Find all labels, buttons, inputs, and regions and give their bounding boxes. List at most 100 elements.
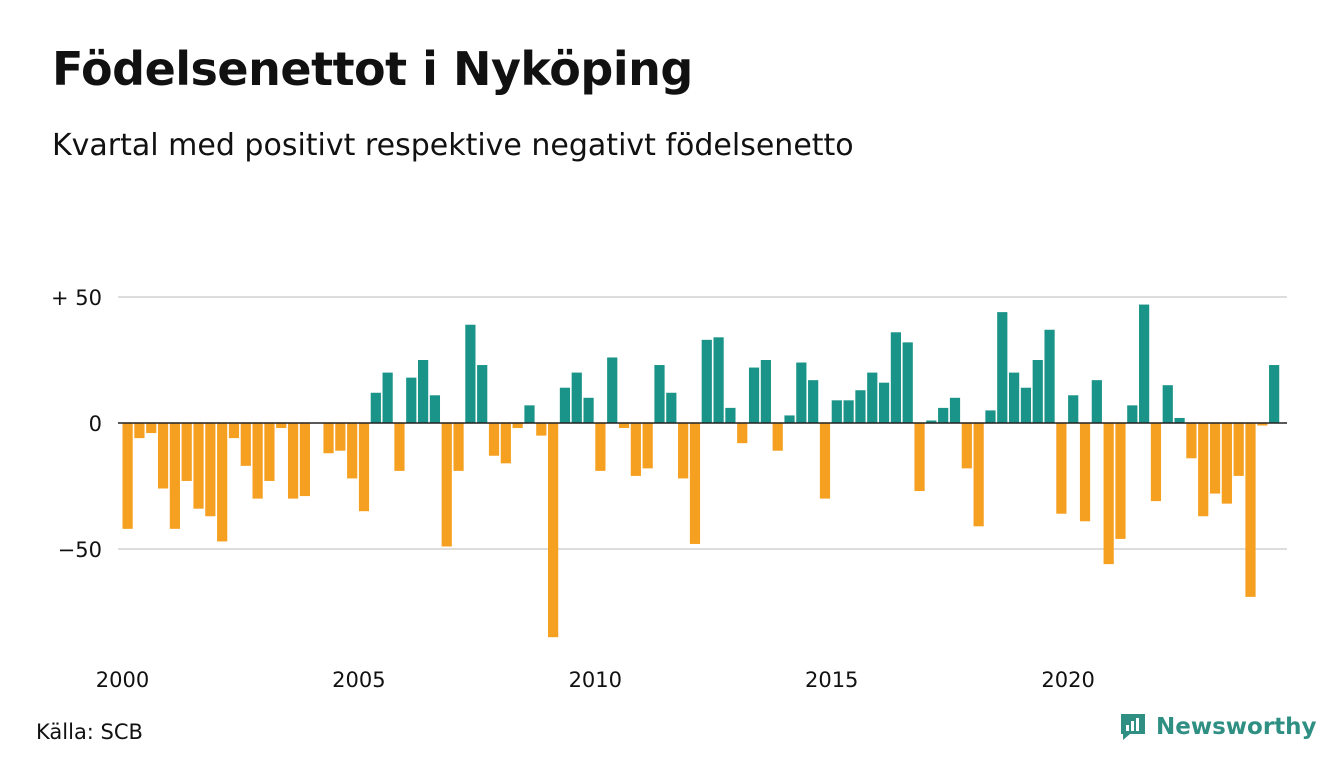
bar (607, 357, 618, 423)
bar (748, 367, 760, 423)
bar (666, 392, 677, 423)
bar (240, 423, 251, 466)
bar (1186, 423, 1197, 459)
bar (831, 400, 842, 423)
bar (973, 423, 984, 527)
bar (1079, 423, 1091, 522)
x-tick-label: 2015 (805, 668, 858, 692)
bar (1198, 423, 1209, 517)
bar-chart: + 50 0 −50 2000 2005 2010 2015 2020 (51, 286, 1287, 692)
bar (335, 423, 346, 451)
bar (536, 423, 547, 436)
bar (1020, 387, 1032, 423)
bar (689, 423, 701, 544)
bar (524, 405, 535, 423)
bar (808, 380, 819, 423)
bar (890, 332, 901, 423)
bar (370, 392, 381, 423)
bar (299, 423, 310, 497)
bar (760, 360, 771, 423)
bar (1257, 423, 1268, 426)
bar (453, 423, 464, 471)
bar (855, 390, 866, 423)
bar (122, 423, 133, 529)
bar (157, 423, 169, 489)
bar (347, 423, 358, 479)
bar (181, 423, 192, 481)
bar (1068, 395, 1079, 423)
bar (169, 423, 180, 529)
x-tick-label: 2000 (96, 668, 149, 692)
bar (701, 339, 712, 423)
bar (642, 423, 653, 469)
bar (441, 423, 452, 547)
y-tick-label: 0 (89, 412, 102, 436)
x-tick-label: 2010 (569, 668, 622, 692)
bar (1103, 423, 1114, 565)
x-tick-label: 2005 (332, 668, 385, 692)
bar (323, 423, 334, 454)
bar (618, 423, 630, 429)
bar (264, 423, 275, 481)
bar (961, 423, 972, 469)
bar (796, 362, 807, 423)
bar (1091, 380, 1102, 423)
bar (1150, 423, 1162, 502)
bar (358, 423, 370, 512)
bar (1245, 423, 1256, 597)
bar (1044, 329, 1055, 423)
brand-name: Newsworthy (1156, 714, 1317, 740)
bar (843, 400, 854, 423)
chart-title: Födelsenettot i Nyköping (52, 42, 693, 96)
y-tick-label: −50 (58, 538, 102, 562)
bar (902, 342, 913, 423)
bar (488, 423, 500, 456)
x-tick-label: 2020 (1041, 668, 1094, 692)
bar (1032, 360, 1043, 423)
bar (595, 423, 606, 471)
bar (949, 397, 961, 423)
bar (914, 423, 925, 492)
bar (512, 423, 523, 429)
bar (394, 423, 405, 471)
bar (193, 423, 204, 509)
brand-logo: Newsworthy (1118, 712, 1317, 742)
bar (1127, 405, 1138, 423)
bar (418, 360, 429, 423)
y-tick-label: + 50 (51, 286, 102, 310)
bar (548, 423, 559, 638)
bar (287, 423, 299, 499)
bar (1056, 423, 1067, 514)
bar (772, 423, 783, 451)
bar (1174, 417, 1185, 423)
bar (1115, 423, 1126, 539)
bar (500, 423, 511, 464)
bar (867, 372, 878, 423)
bar (678, 423, 689, 479)
bar (1269, 365, 1280, 423)
bar (1221, 423, 1232, 504)
bar (713, 337, 724, 423)
bar (926, 420, 937, 423)
bar (1162, 385, 1173, 423)
bar (1139, 304, 1150, 423)
bar (784, 415, 795, 423)
bar (252, 423, 263, 499)
bar (146, 423, 157, 434)
bar (1233, 423, 1244, 476)
bar (583, 397, 594, 423)
bar (571, 372, 582, 423)
bar (228, 423, 240, 439)
bar (465, 324, 476, 423)
bar (559, 387, 571, 423)
bar (406, 377, 417, 423)
bar (938, 407, 949, 423)
chart-bubble-icon (1121, 714, 1145, 740)
bar (725, 407, 736, 423)
bar (1209, 423, 1221, 494)
chart-subtitle: Kvartal med positivt respektive negativt… (52, 128, 854, 163)
bar (1009, 372, 1020, 423)
bar (276, 423, 287, 429)
bar (477, 365, 488, 423)
bar (134, 423, 145, 439)
